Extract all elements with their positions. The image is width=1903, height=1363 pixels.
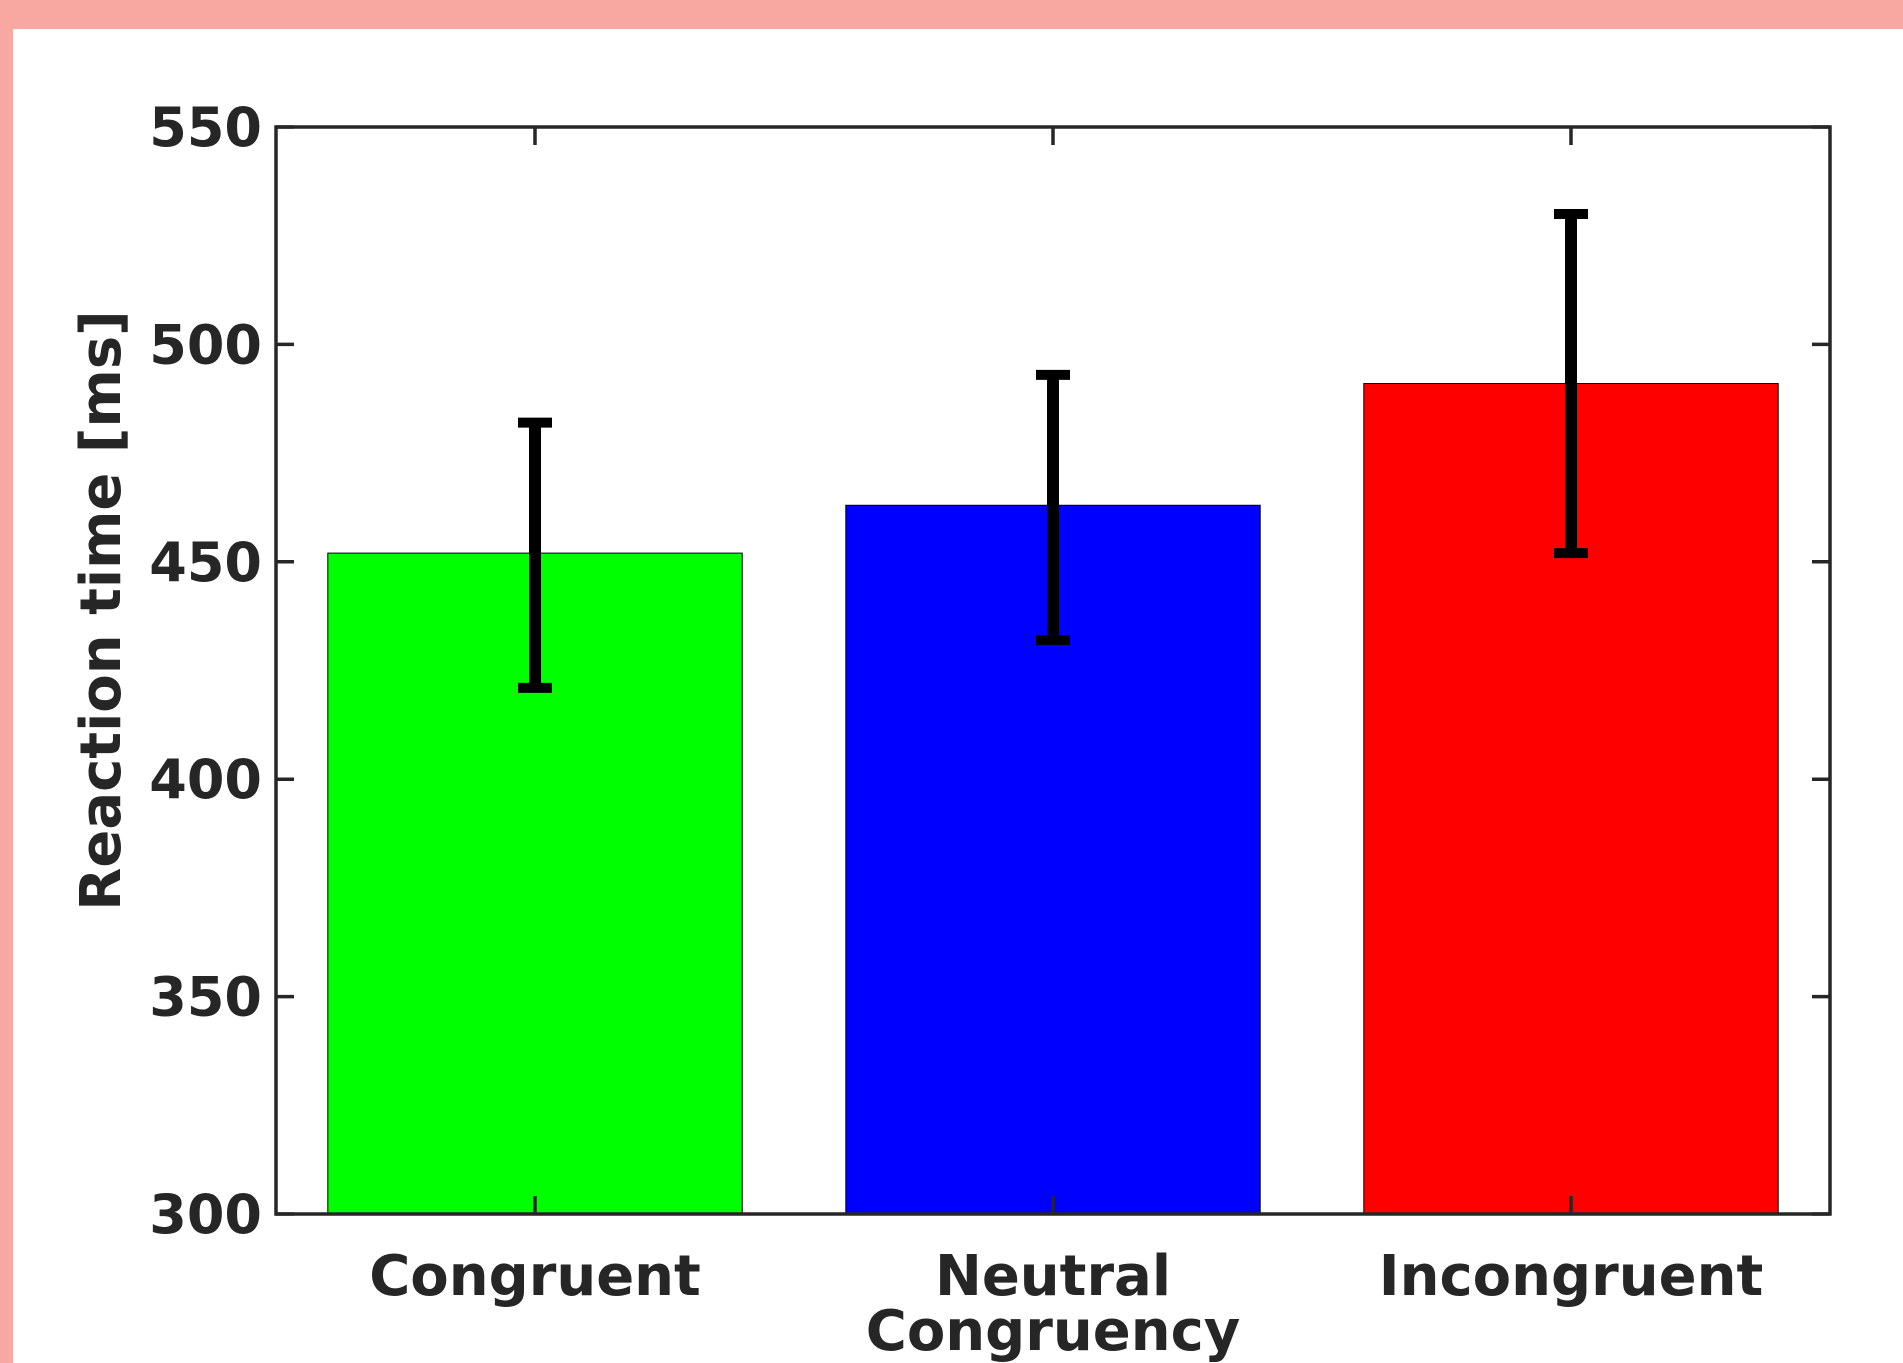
y-tick-label: 500: [149, 313, 262, 376]
x-tick-label-congruent: Congruent: [369, 1244, 701, 1309]
error-bar-neutral: [1036, 369, 1070, 646]
error-bars-layer: [518, 208, 1588, 693]
y-tick-label: 300: [149, 1183, 262, 1246]
x-tick-label-incongruent: Incongruent: [1379, 1244, 1763, 1309]
error-bar-incongruent: [1554, 208, 1588, 559]
ticks-layer: [276, 125, 1830, 1216]
error-bar-congruent: [518, 417, 552, 693]
x-tick-label-neutral: Neutral: [935, 1244, 1171, 1309]
y-axis-label: Reaction time [ms]: [69, 310, 134, 911]
labels-layer: 300 350 400 450 500 550 Congruent Neutral Incong…: [149, 96, 1763, 1309]
y-tick-label: 350: [149, 966, 262, 1029]
y-tick-label: 400: [149, 748, 262, 811]
y-tick-label: 550: [149, 96, 262, 159]
y-tick-label: 450: [149, 531, 262, 594]
x-axis-label: Congruency: [866, 1299, 1241, 1363]
